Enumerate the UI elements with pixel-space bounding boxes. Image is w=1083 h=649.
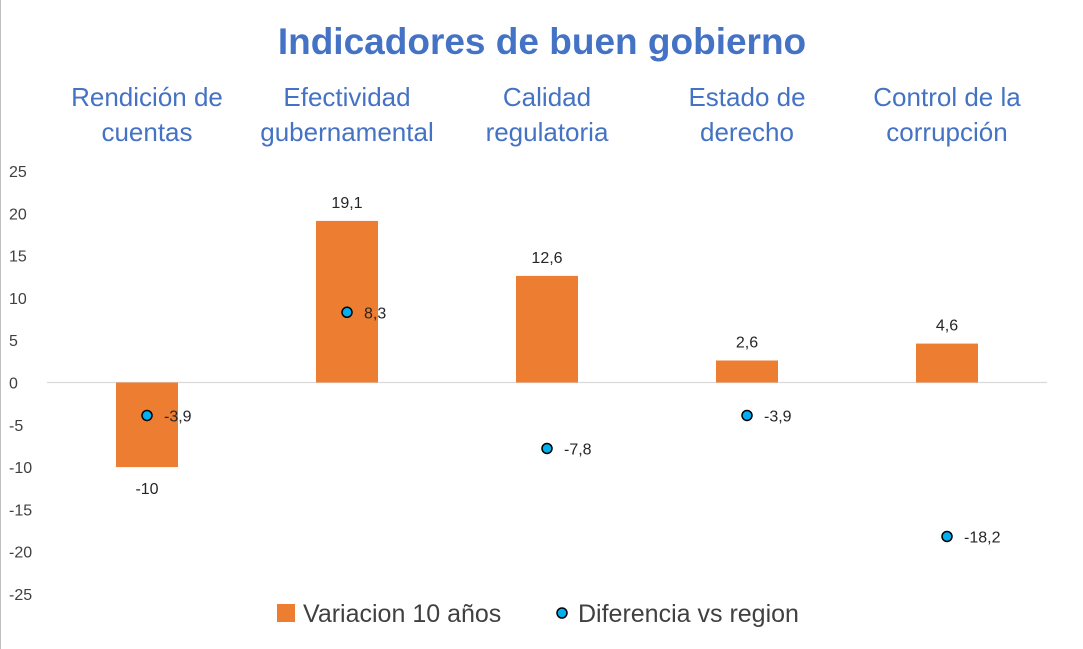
bar-data-label: 2,6 bbox=[736, 335, 758, 352]
marker-data-label: -18,2 bbox=[964, 529, 1001, 546]
marker-point bbox=[941, 530, 953, 543]
marker-data-label: -7,8 bbox=[564, 441, 592, 458]
marker-data-label: -3,9 bbox=[164, 408, 192, 425]
category-label: Calidad bbox=[503, 82, 591, 112]
bar bbox=[316, 220, 378, 383]
legend-swatch-bar bbox=[277, 604, 295, 622]
bar bbox=[916, 343, 978, 383]
y-tick-label: -15 bbox=[9, 502, 32, 519]
marker-point bbox=[341, 306, 353, 319]
bar bbox=[116, 382, 178, 468]
legend-label: Diferencia vs region bbox=[578, 600, 799, 628]
category-label: cuentas bbox=[101, 117, 192, 147]
y-tick-label: 20 bbox=[9, 206, 27, 223]
category-labels: Rendición de cuentas Efectividad gubernamen… bbox=[71, 82, 1021, 147]
marker-series: -3,9 8,3 -7,8 -3,9 -18,2 bbox=[141, 305, 1001, 546]
y-axis: 25 20 15 10 5 0 -5 -10 -15 -20 -25 bbox=[9, 164, 32, 604]
bar-series: -10 19,1 12,6 2,6 4,6 bbox=[116, 195, 978, 498]
bar bbox=[516, 275, 578, 383]
marker-data-label: 8,3 bbox=[364, 305, 386, 322]
y-tick-label: 0 bbox=[9, 376, 18, 393]
legend-swatch-marker bbox=[556, 607, 568, 619]
category-label: gubernamental bbox=[260, 117, 433, 147]
bar-data-label: 4,6 bbox=[936, 318, 958, 335]
y-tick-label: 25 bbox=[9, 164, 27, 181]
category-label: Control de la bbox=[873, 82, 1021, 112]
bar-data-label: -10 bbox=[135, 481, 158, 498]
category-label: Efectividad bbox=[283, 82, 410, 112]
marker-data-label: -3,9 bbox=[764, 408, 792, 425]
y-tick-label: 5 bbox=[9, 333, 18, 350]
marker-point bbox=[541, 442, 553, 455]
marker-point bbox=[741, 409, 753, 422]
category-label: regulatoria bbox=[486, 117, 609, 147]
legend-label: Variacion 10 años bbox=[303, 600, 501, 628]
y-tick-label: -25 bbox=[9, 587, 32, 604]
category-label: corrupción bbox=[886, 117, 1007, 147]
category-label: derecho bbox=[700, 117, 794, 147]
bar-data-label: 19,1 bbox=[331, 195, 362, 212]
y-tick-label: -5 bbox=[9, 418, 23, 435]
bar-data-label: 12,6 bbox=[531, 250, 562, 267]
category-label: Rendición de bbox=[71, 82, 223, 112]
chart-title: Indicadores de buen gobierno bbox=[278, 21, 806, 62]
bar bbox=[716, 360, 778, 383]
y-tick-label: 10 bbox=[9, 291, 27, 308]
legend: Variacion 10 años Diferencia vs region bbox=[277, 600, 799, 628]
category-label: Estado de bbox=[688, 82, 805, 112]
y-tick-label: -20 bbox=[9, 545, 32, 562]
marker-point bbox=[141, 409, 153, 422]
y-tick-label: -10 bbox=[9, 460, 32, 477]
y-tick-label: 15 bbox=[9, 249, 27, 266]
